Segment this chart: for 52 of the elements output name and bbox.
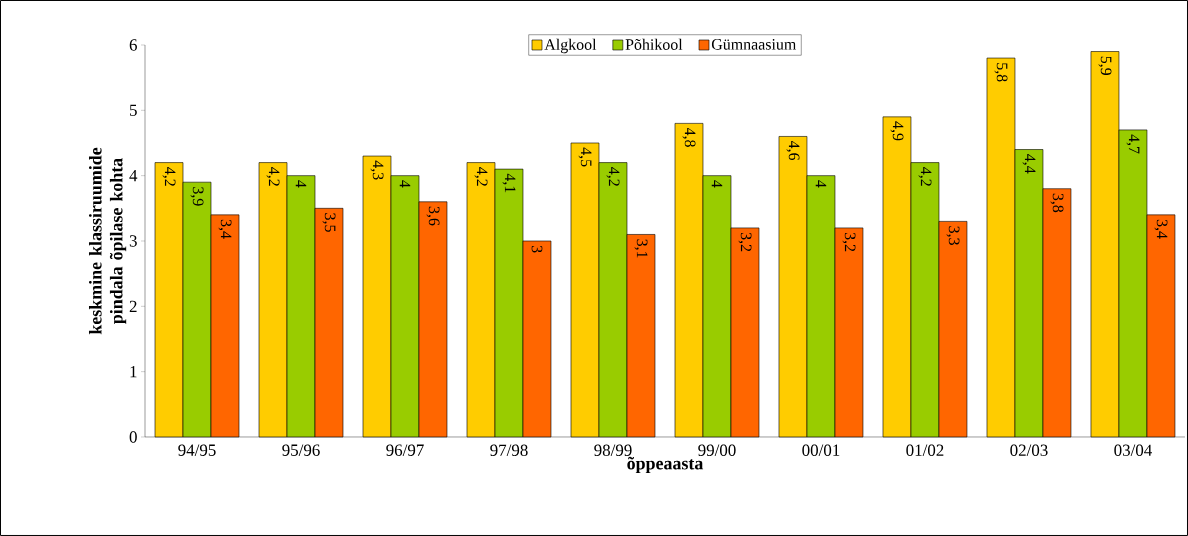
x-tick-label: 96/97: [386, 444, 424, 456]
x-axis-title: õppeaasta: [627, 456, 704, 474]
data-label: 4,5: [578, 147, 592, 167]
data-label: 4,9: [890, 121, 904, 141]
x-tick-label: 01/02: [906, 444, 944, 456]
x-tick-label: 02/03: [1010, 444, 1048, 456]
data-label: 4,8: [682, 127, 696, 147]
x-tick-label: 99/00: [698, 444, 736, 456]
data-label: 4,4: [1022, 154, 1036, 174]
data-label: 3,9: [190, 187, 204, 206]
data-label: 3,1: [634, 239, 648, 258]
data-label: 4: [295, 180, 307, 188]
y-tick-label: 4: [129, 170, 138, 182]
legend-label: Algkool: [544, 38, 597, 54]
data-label: 4,2: [918, 167, 932, 186]
x-tick-label: 00/01: [802, 444, 840, 456]
data-label: 3: [531, 245, 543, 253]
data-label: 3,8: [1050, 193, 1064, 213]
x-tick-label: 95/96: [282, 444, 320, 456]
data-label: 4,3: [370, 160, 384, 180]
data-label: 4,1: [502, 173, 516, 193]
y-tick-label: 6: [129, 39, 137, 51]
data-label: 3,4: [218, 219, 232, 239]
data-label: 5,8: [994, 63, 1008, 82]
y-axis-title: keskmine klassiruumide pindala õpilase kohta: [88, 147, 127, 335]
data-label: 4,2: [162, 167, 176, 186]
y-tick-label: 5: [130, 104, 137, 116]
y-tick-label: 3: [129, 235, 137, 247]
y-tick-label: 2: [129, 300, 137, 312]
data-label: 5,9: [1098, 56, 1112, 75]
data-label: 3,4: [1154, 219, 1168, 239]
data-label: 4,7: [1126, 134, 1140, 154]
data-label: 4,2: [474, 167, 488, 186]
x-tick-label: 94/95: [178, 444, 216, 456]
data-label: 3,2: [842, 232, 856, 252]
x-tick-label: 97/98: [490, 444, 528, 456]
x-tick-label: 03/04: [1114, 444, 1152, 456]
data-label: 3,3: [946, 226, 960, 245]
data-label: 4,2: [606, 167, 620, 186]
data-label: 4: [815, 180, 827, 188]
y-tick-label: 1: [130, 366, 137, 378]
data-label: 4,6: [786, 140, 800, 161]
data-label: 4,2: [266, 167, 280, 186]
data-label: 3,2: [738, 232, 752, 252]
y-tick-label: 0: [129, 431, 137, 443]
legend-label: Põhikool: [625, 38, 683, 50]
data-label: 3,5: [322, 213, 336, 232]
data-label: 4: [399, 180, 411, 188]
data-label: 4: [711, 180, 723, 188]
x-tick-label: 98/99: [594, 444, 632, 456]
data-label: 3,6: [426, 206, 440, 226]
legend-label: Gümnaasium: [711, 38, 797, 50]
